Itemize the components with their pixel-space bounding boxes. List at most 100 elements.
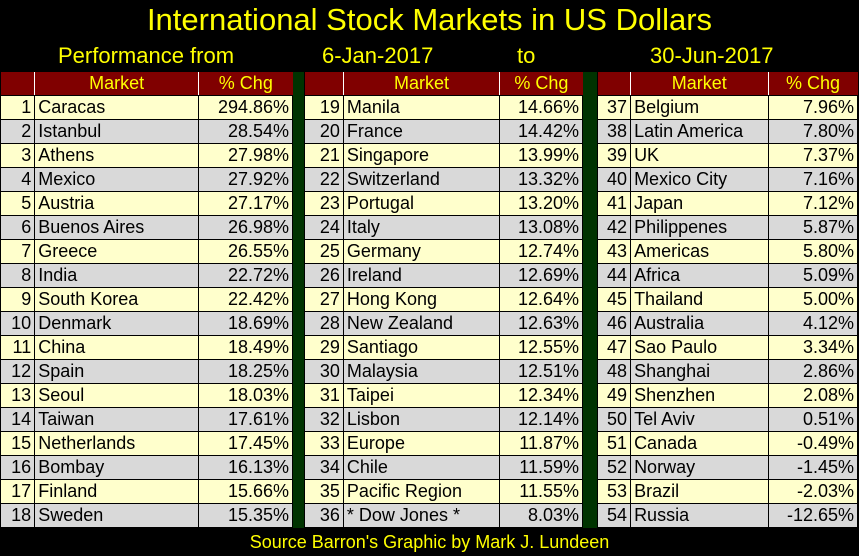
pct-change-cell: 12.14% — [499, 407, 583, 432]
pct-change-cell: 5.09% — [767, 263, 859, 288]
table-row: 36 * Dow Jones * 8.03% — [304, 503, 583, 528]
rank-cell: 8 — [0, 263, 36, 288]
market-cell: Lisbon — [342, 407, 501, 432]
market-cell: Finland — [34, 479, 200, 504]
rank-cell: 3 — [0, 143, 36, 168]
market-cell: France — [342, 119, 501, 144]
table-row: 34 Chile 11.59% — [304, 455, 583, 480]
pct-change-cell: 13.20% — [499, 191, 583, 216]
market-cell: Malaysia — [342, 359, 501, 384]
rank-cell: 14 — [0, 407, 36, 432]
rank-cell: 23 — [304, 191, 344, 216]
market-cell: Caracas — [34, 95, 200, 120]
rank-cell: 54 — [596, 503, 632, 528]
table-row: 18 Sweden 15.35% — [0, 503, 293, 528]
table-row: 45 Thailand 5.00% — [596, 287, 859, 312]
column-header — [0, 72, 35, 96]
rank-cell: 49 — [596, 383, 632, 408]
rank-cell: 39 — [596, 143, 632, 168]
table-row: 24 Italy 13.08% — [304, 215, 583, 240]
table-row: 17 Finland 15.66% — [0, 479, 293, 504]
market-cell: Seoul — [34, 383, 200, 408]
table-row: 43 Americas 5.80% — [596, 239, 859, 264]
market-cell: Portugal — [342, 191, 501, 216]
column-header: % Chg — [767, 72, 858, 96]
table-row: 54 Russia -12.65% — [596, 503, 859, 528]
column-separator — [293, 72, 304, 528]
table-row: 38 Latin America 7.80% — [596, 119, 859, 144]
rank-cell: 25 — [304, 239, 344, 264]
rank-cell: 22 — [304, 167, 344, 192]
pct-change-cell: 26.98% — [198, 215, 293, 240]
pct-change-cell: 18.03% — [198, 383, 293, 408]
table-row: 19 Manila 14.66% — [304, 95, 583, 120]
pct-change-cell: 18.25% — [198, 359, 293, 384]
table-row: 5 Austria 27.17% — [0, 191, 293, 216]
market-cell: Sao Paulo — [630, 335, 769, 360]
rank-cell: 27 — [304, 287, 344, 312]
rank-cell: 46 — [596, 311, 632, 336]
table-block-2: Market% Chg 19 Manila 14.66% 20 France 14.42% 2… — [304, 72, 583, 528]
market-cell: Pacific Region — [342, 479, 501, 504]
market-cell: Mexico — [34, 167, 200, 192]
rank-cell: 40 — [596, 167, 632, 192]
table-row: 13 Seoul 18.03% — [0, 383, 293, 408]
pct-change-cell: 7.12% — [767, 191, 859, 216]
rank-cell: 9 — [0, 287, 36, 312]
table-row: 14 Taiwan 17.61% — [0, 407, 293, 432]
pct-change-cell: 5.80% — [767, 239, 859, 264]
market-cell: Austria — [34, 191, 200, 216]
pct-change-cell: 7.80% — [767, 119, 859, 144]
market-cell: Ireland — [342, 263, 501, 288]
rank-cell: 4 — [0, 167, 36, 192]
table-row: 48 Shanghai 2.86% — [596, 359, 859, 384]
market-cell: Germany — [342, 239, 501, 264]
pct-change-cell: 12.34% — [499, 383, 583, 408]
table-row: 9 South Korea 22.42% — [0, 287, 293, 312]
market-cell: Canada — [630, 431, 769, 456]
market-cell: Istanbul — [34, 119, 200, 144]
rank-cell: 7 — [0, 239, 36, 264]
table-row: 40 Mexico City 7.16% — [596, 167, 859, 192]
rank-cell: 31 — [304, 383, 344, 408]
pct-change-cell: 13.32% — [499, 167, 583, 192]
table-row: 26 Ireland 12.69% — [304, 263, 583, 288]
market-cell: Africa — [630, 263, 769, 288]
rank-cell: 36 — [304, 503, 344, 528]
pct-change-cell: 18.69% — [198, 311, 293, 336]
pct-change-cell: 15.35% — [198, 503, 293, 528]
market-cell: Philippenes — [630, 215, 769, 240]
table-row: 47 Sao Paulo 3.34% — [596, 335, 859, 360]
market-cell: Thailand — [630, 287, 769, 312]
table-block-3: Market% Chg 37 Belgium 7.96% 38 Latin America… — [596, 72, 859, 528]
market-cell: Tel Aviv — [630, 407, 769, 432]
pct-change-cell: -1.45% — [767, 455, 859, 480]
rank-cell: 51 — [596, 431, 632, 456]
pct-change-cell: 5.00% — [767, 287, 859, 312]
rank-cell: 41 — [596, 191, 632, 216]
footer-credit: Source Barron's Graphic by Mark J. Lunde… — [249, 532, 610, 552]
rank-cell: 12 — [0, 359, 36, 384]
subtitle-start-date: 6-Jan-2017 — [322, 43, 434, 68]
chart-title: International Stock Markets in US Dollar… — [146, 2, 713, 37]
pct-change-cell: -2.03% — [767, 479, 859, 504]
column-header: Market — [342, 72, 500, 96]
market-cell: Mexico City — [630, 167, 769, 192]
pct-change-cell: 27.98% — [198, 143, 293, 168]
rank-cell: 43 — [596, 239, 632, 264]
rank-cell: 50 — [596, 407, 632, 432]
subtitle-label: Performance from — [58, 43, 235, 68]
pct-change-cell: 11.87% — [499, 431, 583, 456]
table-row: 52 Norway -1.45% — [596, 455, 859, 480]
header-row: Market% Chg — [597, 72, 858, 96]
rank-cell: 37 — [596, 95, 632, 120]
table-row: 2 Istanbul 28.54% — [0, 119, 293, 144]
rank-cell: 15 — [0, 431, 36, 456]
table-row: 23 Portugal 13.20% — [304, 191, 583, 216]
pct-change-cell: 8.03% — [499, 503, 583, 528]
table-row: 1 Caracas 294.86% — [0, 95, 293, 120]
table-row: 27 Hong Kong 12.64% — [304, 287, 583, 312]
pct-change-cell: 12.69% — [499, 263, 583, 288]
table-row: 8 India 22.72% — [0, 263, 293, 288]
table-row: 31 Taipei 12.34% — [304, 383, 583, 408]
